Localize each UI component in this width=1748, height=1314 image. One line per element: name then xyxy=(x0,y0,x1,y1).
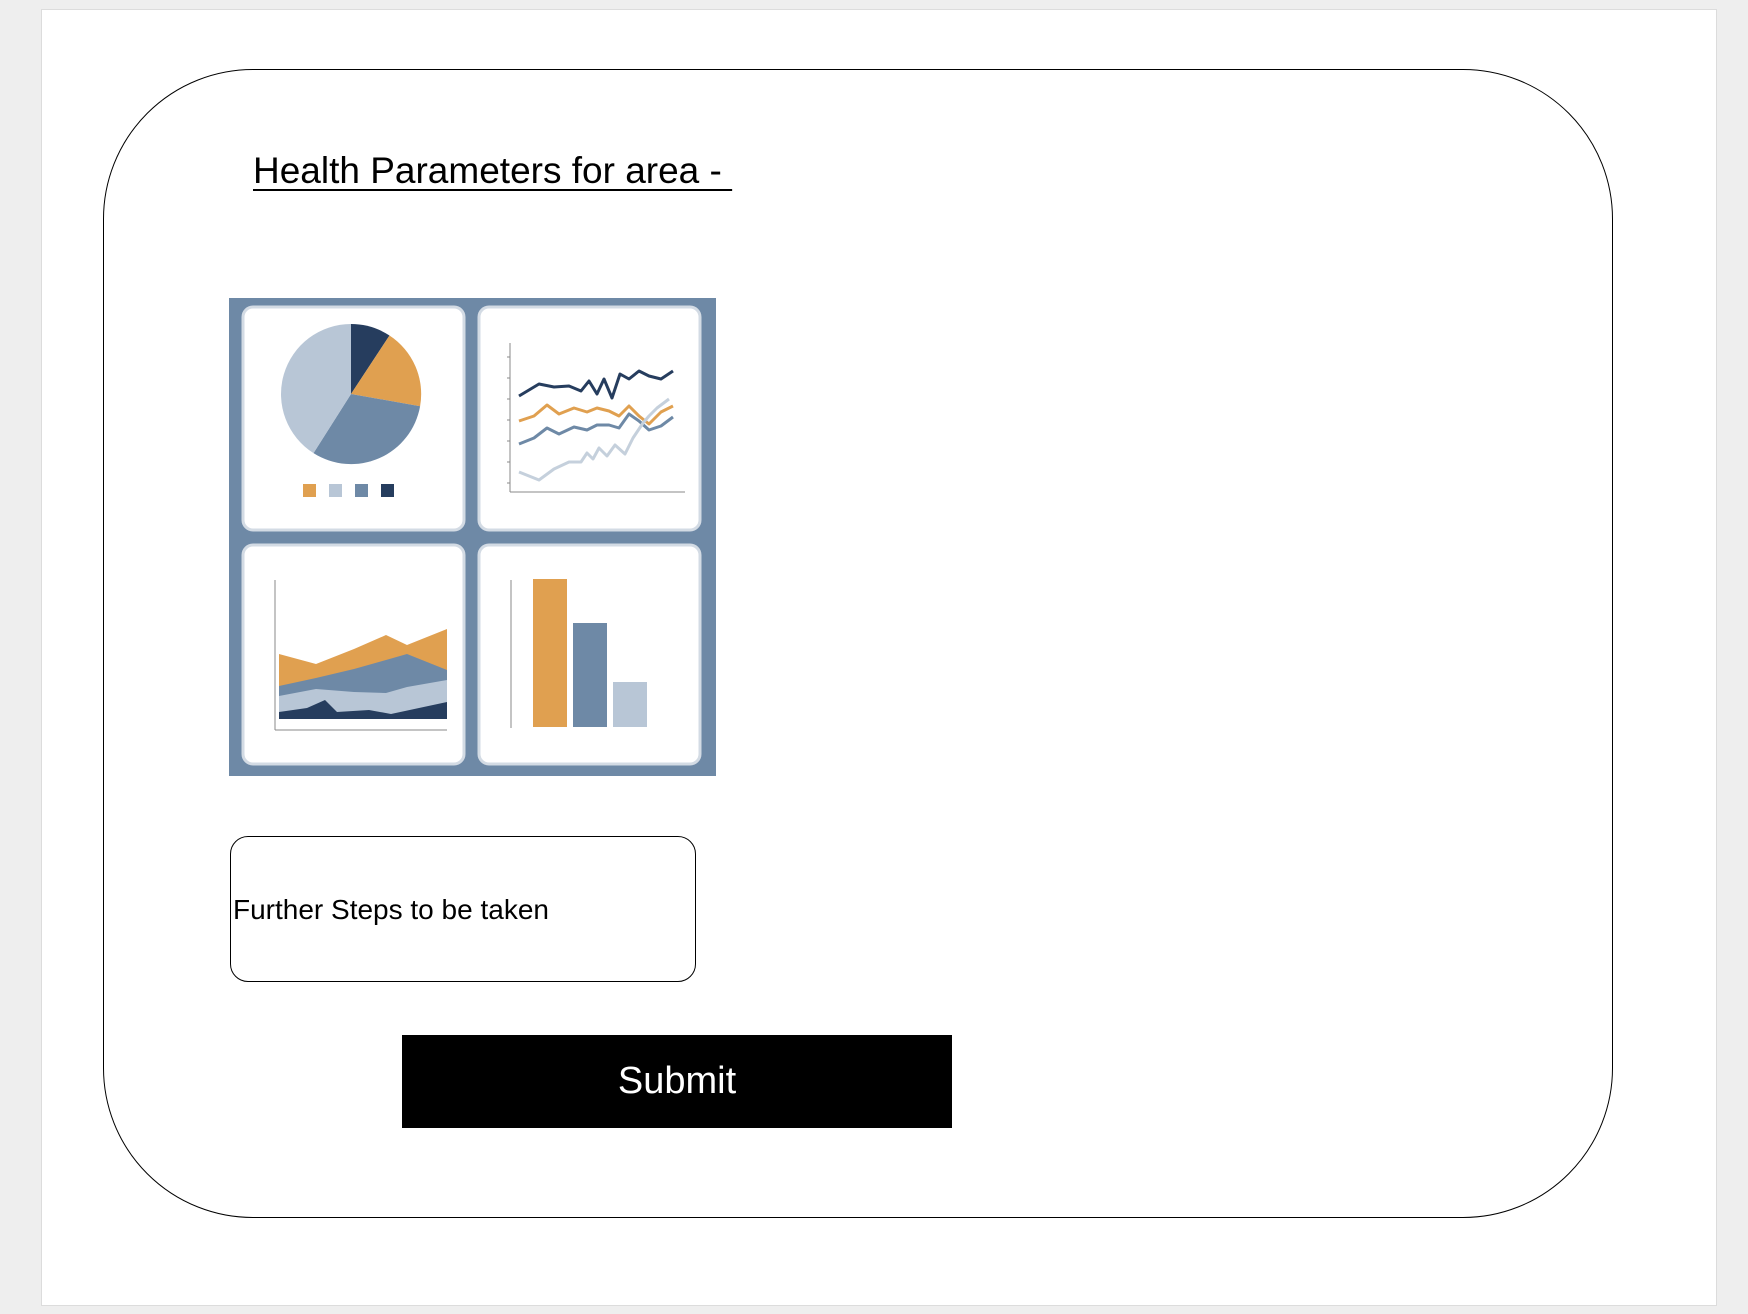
submit-button[interactable]: Submit xyxy=(402,1035,952,1128)
line-chart-icon xyxy=(507,343,685,493)
area-chart-icon xyxy=(274,580,447,731)
further-steps-field[interactable]: Further Steps to be taken xyxy=(230,836,696,982)
further-steps-placeholder: Further Steps to be taken xyxy=(233,894,549,925)
pie-chart-icon xyxy=(281,323,422,497)
health-charts-image xyxy=(229,298,716,776)
page-title: Health Parameters for area - xyxy=(253,150,733,191)
bar-chart-icon xyxy=(510,579,647,728)
